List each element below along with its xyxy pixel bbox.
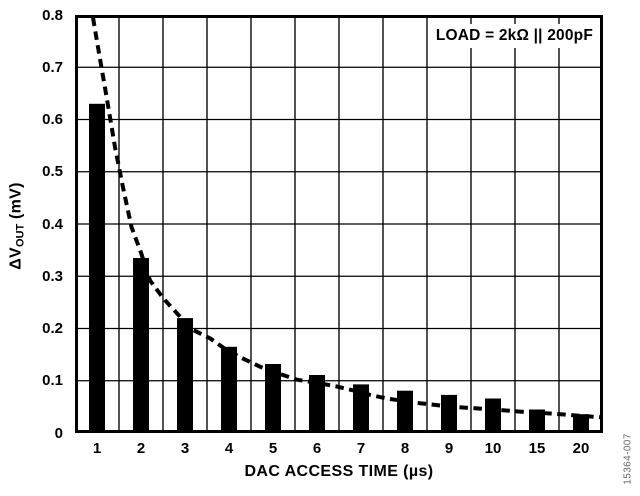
x-tick-label: 7 xyxy=(356,440,366,457)
x-tick-label: 20 xyxy=(572,440,590,457)
y-tick-label: 0.8 xyxy=(42,6,63,24)
bar-10 xyxy=(485,398,501,433)
trend-curve xyxy=(91,17,603,420)
x-tick-label: 1 xyxy=(92,440,102,457)
y-axis-title: ΔVOUT (mV) xyxy=(8,182,27,270)
x-tick-label: 10 xyxy=(484,440,502,457)
y-axis-title-unit: (mV) xyxy=(7,182,25,224)
x-tick-label: 9 xyxy=(444,440,454,457)
figure-code: 15364-007 xyxy=(622,433,634,485)
bar-7 xyxy=(353,384,369,433)
plot-border xyxy=(75,15,603,433)
bar-15 xyxy=(529,409,545,433)
bar-1 xyxy=(89,103,105,433)
y-axis-title-prefix: ΔV xyxy=(7,246,25,270)
y-tick-label: 0.5 xyxy=(42,163,63,181)
y-tick-label: 0 xyxy=(54,424,63,442)
bar-5 xyxy=(265,364,281,433)
x-tick-label: 3 xyxy=(180,440,190,457)
y-tick-label: 0.2 xyxy=(42,320,63,337)
bar-3 xyxy=(177,318,193,433)
bar-9 xyxy=(441,394,457,433)
x-tick-label: 4 xyxy=(224,440,234,457)
x-tick-label: 8 xyxy=(400,440,410,457)
load-annotation: LOAD = 2kΩ || 200pF xyxy=(429,24,599,48)
x-tick-label: 6 xyxy=(312,440,322,457)
bar-2 xyxy=(133,258,149,433)
x-tick-label: 2 xyxy=(136,440,146,457)
bar-6 xyxy=(309,375,325,433)
plot-area xyxy=(75,15,603,433)
x-tick-label: 15 xyxy=(528,440,546,457)
x-tick-label: 5 xyxy=(268,440,278,457)
bar-8 xyxy=(397,390,413,433)
bar-4 xyxy=(221,346,237,433)
x-axis-title: DAC ACCESS TIME (µs) xyxy=(244,463,434,480)
y-tick-label: 0.1 xyxy=(42,372,63,390)
y-tick-label: 0.7 xyxy=(42,58,63,76)
bar-20 xyxy=(573,414,589,433)
y-tick-label: 0.6 xyxy=(42,111,63,128)
y-tick-label: 0.4 xyxy=(42,215,63,233)
y-tick-label: 0.3 xyxy=(42,267,63,285)
